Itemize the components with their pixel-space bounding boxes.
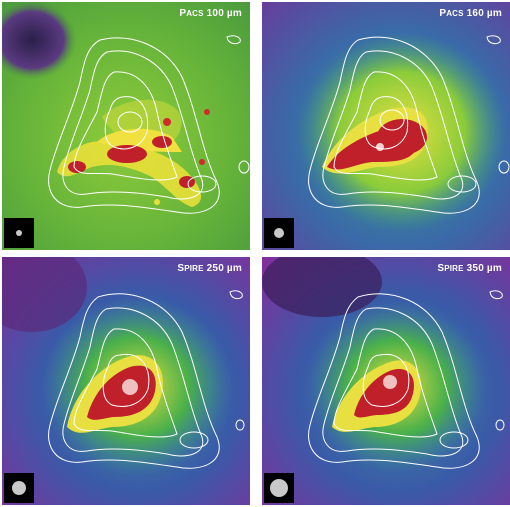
panel-spire-250: SPIRE 250 µm (2, 257, 250, 505)
panel-label: PACS 160 µm (439, 8, 502, 19)
panel-pacs-100: PACS 100 µm (2, 2, 250, 250)
beam-size-icon (4, 218, 34, 248)
beam-size-icon (264, 473, 294, 503)
panel-spire-350: SPIRE 350 µm (262, 257, 510, 505)
emission-map-spire-350 (262, 257, 510, 505)
panel-label: SPIRE 350 µm (437, 263, 502, 274)
panel-pacs-160: PACS 160 µm (262, 2, 510, 250)
beam-size-icon (264, 218, 294, 248)
emission-map-pacs-100 (2, 2, 250, 250)
beam-size-icon (4, 473, 34, 503)
panel-label: PACS 100 µm (179, 8, 242, 19)
panel-label: SPIRE 250 µm (177, 263, 242, 274)
emission-map-pacs-160 (262, 2, 510, 250)
emission-map-spire-250 (2, 257, 250, 505)
